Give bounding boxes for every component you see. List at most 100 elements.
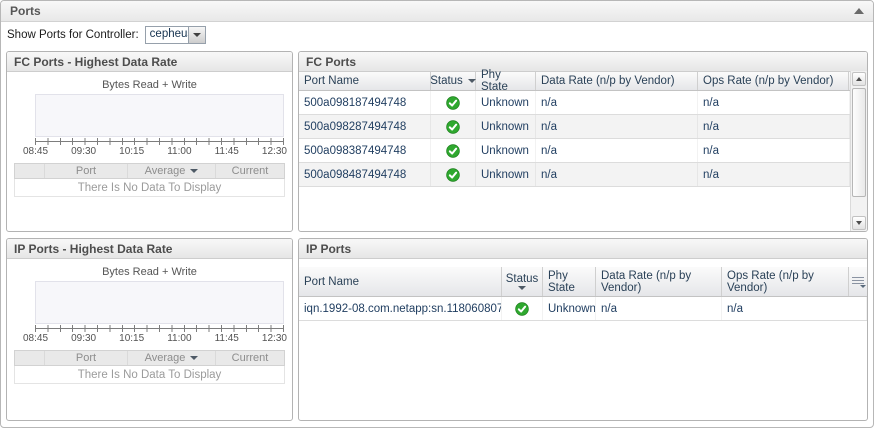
combo-trigger-button[interactable] [187, 26, 205, 43]
fc-ports-panel: FC Ports Port Name Status Phy State Data… [298, 51, 868, 232]
fc-chart-x-labels: 08:45 09:30 10:15 11:00 11:45 12:30 [23, 146, 287, 157]
x-tick-label: 11:45 [214, 146, 239, 157]
col-header-data-rate[interactable]: Data Rate (n/p by Vendor) [596, 267, 722, 296]
cell-status [431, 91, 476, 114]
col-header-port-name[interactable]: Port Name [299, 72, 431, 90]
ip-grid-body: iqn.1992-08.com.netapp:sn.118060807 Unkn… [299, 297, 867, 321]
scrollbar-thumb[interactable] [852, 88, 866, 197]
table-row[interactable]: 500a098287494748 Unknown n/a n/a [299, 115, 850, 139]
controller-select[interactable]: cepheus [144, 25, 206, 44]
status-header-stack: Status [505, 273, 539, 290]
ip-chart-x-labels: 08:45 09:30 10:15 11:00 11:45 12:30 [23, 333, 287, 344]
no-data-message: There Is No Data To Display [14, 179, 285, 197]
ip-chart-title: Bytes Read + Write [102, 266, 197, 278]
scroll-up-button[interactable] [852, 72, 866, 86]
ip-chart-panel: IP Ports - Highest Data Rate Bytes Read … [6, 238, 293, 421]
cell-phy-state: Unknown [476, 115, 536, 138]
status-ok-icon [446, 95, 460, 110]
sort-desc-icon [190, 356, 199, 360]
cell-data-rate: n/a [596, 297, 722, 320]
axis-ticks [35, 138, 284, 145]
table-row[interactable]: 500a098187494748 Unknown n/a n/a [299, 91, 850, 115]
chevron-down-icon [192, 32, 201, 37]
left-column: FC Ports - Highest Data Rate Bytes Read … [6, 51, 293, 421]
ip-ports-panel-title: IP Ports [306, 241, 352, 256]
fc-grid-header: Port Name Status Phy State Data Rate (n/… [299, 69, 867, 93]
cell-data-rate: n/a [536, 139, 698, 162]
cell-status [431, 163, 476, 186]
x-tick-label: 09:30 [71, 146, 97, 157]
ip-ports-panel: IP Ports Port Name Status Phy State Data… [298, 238, 868, 421]
x-tick-label: 12:30 [261, 333, 287, 344]
cell-port-name: iqn.1992-08.com.netapp:sn.118060807 [299, 297, 502, 320]
sort-desc-icon [190, 169, 199, 173]
ip-ports-grid: Port Name Status Phy State Data Rate (n/… [299, 267, 867, 321]
mini-col-port[interactable]: Port [45, 351, 128, 365]
col-header-status[interactable]: Status [430, 72, 476, 90]
cell-status [431, 115, 476, 138]
col-header-data-rate[interactable]: Data Rate (n/p by Vendor) [536, 72, 698, 90]
fc-rate-mini-grid: Port Average Current There Is No Data To… [14, 163, 285, 197]
col-header-ops-rate[interactable]: Ops Rate (n/p by Vendor) [698, 72, 849, 90]
mini-col-current[interactable]: Current [231, 352, 269, 364]
cell-ops-rate: n/a [698, 139, 850, 162]
fc-ports-grid: Port Name Status Phy State Data Rate (n/… [299, 69, 867, 187]
mini-col-blank [15, 164, 45, 178]
cell-status [431, 139, 476, 162]
status-ok-icon [446, 119, 460, 134]
col-header-status[interactable]: Status [502, 267, 543, 296]
table-row[interactable]: 500a098487494748 Unknown n/a n/a [299, 163, 850, 187]
x-tick-label: 11:45 [214, 333, 239, 344]
scroll-down-icon [856, 221, 862, 225]
col-header-ops-rate[interactable]: Ops Rate (n/p by Vendor) [722, 267, 849, 296]
fc-chart-x-axis [35, 138, 284, 145]
col-header-status-label: Status [505, 273, 539, 285]
scroll-up-icon [856, 77, 862, 81]
fc-ports-panel-header: FC Ports [299, 52, 867, 72]
column-menu-icon [852, 276, 866, 288]
col-header-status-label: Status [430, 75, 463, 87]
column-menu-button[interactable] [849, 267, 867, 296]
mini-col-average-label: Average [144, 165, 186, 177]
sort-desc-icon [518, 286, 526, 290]
cell-ops-rate: n/a [698, 163, 850, 186]
cell-port-name: 500a098187494748 [299, 91, 431, 114]
page-title: Ports [10, 4, 41, 18]
x-tick-label: 11:00 [167, 146, 192, 157]
table-row[interactable]: 500a098387494748 Unknown n/a n/a [299, 139, 850, 163]
x-tick-label: 09:30 [71, 333, 97, 344]
x-tick-label: 10:15 [119, 333, 145, 344]
right-column: FC Ports Port Name Status Phy State Data… [298, 51, 868, 421]
ip-ports-panel-header: IP Ports [299, 239, 867, 259]
col-header-phy-state[interactable]: Phy State [543, 267, 596, 296]
controller-select-label: Show Ports for Controller: [7, 28, 139, 41]
scroll-down-button[interactable] [852, 216, 866, 230]
sort-desc-icon [467, 79, 476, 83]
mini-grid-header: Port Average Current [14, 163, 285, 179]
fc-chart-plot-area [35, 94, 284, 137]
mini-col-average[interactable]: Average [128, 351, 216, 365]
col-header-port-name[interactable]: Port Name [299, 267, 502, 296]
col-header-phy-state[interactable]: Phy State [476, 69, 536, 93]
cell-data-rate: n/a [536, 91, 698, 114]
ip-rate-mini-grid: Port Average Current There Is No Data To… [14, 350, 285, 384]
cell-port-name: 500a098387494748 [299, 139, 431, 162]
cell-ops-rate: n/a [698, 91, 850, 114]
fc-ports-panel-title: FC Ports [306, 54, 357, 69]
x-tick-label: 10:15 [119, 146, 145, 157]
axis-ticks [35, 325, 284, 332]
mini-col-average[interactable]: Average [128, 164, 216, 178]
ip-chart-plot-area [35, 281, 284, 324]
ip-chart-panel-title: IP Ports - Highest Data Rate [14, 241, 173, 256]
mini-grid-header: Port Average Current [14, 350, 285, 366]
cell-ops-rate: n/a [698, 115, 850, 138]
cell-phy-state: Unknown [476, 91, 536, 114]
table-row[interactable]: iqn.1992-08.com.netapp:sn.118060807 Unkn… [299, 297, 867, 321]
mini-col-port[interactable]: Port [45, 164, 128, 178]
cell-phy-state: Unknown [476, 139, 536, 162]
mini-col-current[interactable]: Current [231, 165, 269, 177]
collapse-panel-icon[interactable] [854, 8, 864, 14]
status-ok-icon [515, 301, 529, 316]
vertical-scrollbar[interactable] [850, 71, 867, 231]
x-tick-label: 11:00 [167, 333, 192, 344]
